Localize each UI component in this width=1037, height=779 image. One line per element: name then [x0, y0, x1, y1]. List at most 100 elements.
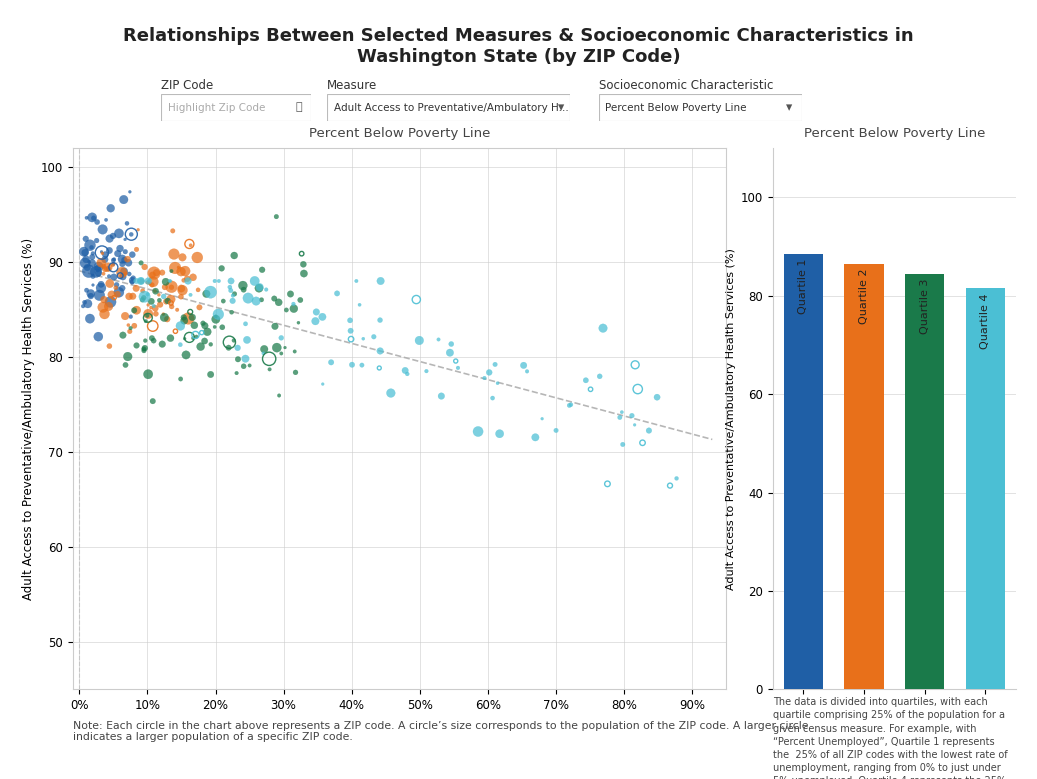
Point — [418, 365, 435, 377]
Point — [143, 332, 160, 344]
Point — [578, 374, 594, 386]
Point — [108, 281, 124, 294]
Point — [172, 338, 189, 351]
Point — [199, 326, 216, 338]
Point — [271, 390, 287, 402]
Point — [76, 245, 92, 258]
Point — [89, 262, 106, 274]
Point — [207, 310, 224, 323]
Point — [285, 298, 302, 310]
Point — [206, 275, 223, 287]
Title: Percent Below Poverty Line: Percent Below Poverty Line — [309, 127, 489, 140]
Point — [106, 291, 122, 304]
Point — [183, 239, 199, 252]
Point — [84, 257, 101, 270]
Point — [145, 334, 162, 347]
Point — [215, 294, 231, 307]
Point — [489, 377, 506, 390]
Point — [156, 311, 172, 323]
Point — [223, 284, 240, 297]
Point — [158, 295, 174, 308]
Point — [408, 294, 424, 306]
Point — [173, 282, 190, 294]
Point — [122, 311, 139, 323]
Point — [492, 428, 508, 440]
Point — [177, 349, 194, 361]
Text: Socioeconomic Characteristic: Socioeconomic Characteristic — [599, 79, 774, 92]
Point — [223, 306, 240, 319]
Point — [627, 358, 644, 371]
Point — [102, 340, 118, 352]
Point — [90, 267, 107, 280]
Point — [256, 343, 273, 355]
Point — [167, 325, 184, 337]
Point — [635, 436, 651, 449]
Point — [118, 217, 135, 230]
Point — [629, 382, 646, 395]
Point — [93, 245, 110, 258]
Point — [163, 265, 179, 277]
Point — [83, 290, 100, 302]
Point — [95, 267, 112, 280]
Point — [100, 263, 116, 275]
Point — [83, 287, 100, 300]
Point — [615, 439, 632, 451]
Point — [144, 395, 161, 407]
Point — [134, 294, 150, 306]
Point — [117, 233, 134, 245]
Point — [343, 333, 360, 345]
Point — [224, 294, 241, 307]
Point — [194, 326, 211, 339]
Text: ▾: ▾ — [786, 101, 792, 114]
Point — [120, 319, 137, 331]
Point — [136, 291, 152, 303]
Point — [104, 288, 120, 301]
Point — [668, 472, 684, 485]
Point — [94, 247, 111, 259]
Text: ⌕: ⌕ — [296, 103, 303, 112]
Point — [143, 295, 160, 308]
Point — [130, 224, 146, 236]
Point — [127, 319, 143, 332]
Point — [290, 316, 307, 329]
Point — [591, 370, 608, 382]
Point — [94, 301, 111, 313]
Point — [117, 245, 134, 258]
Point — [114, 270, 131, 283]
Point — [282, 287, 299, 300]
Text: Note: Each circle in the chart above represents a ZIP code. A circle’s size corr: Note: Each circle in the chart above rep… — [73, 721, 808, 742]
Point — [623, 410, 640, 422]
Point — [430, 333, 447, 346]
Point — [85, 212, 102, 224]
Point — [165, 224, 181, 237]
Point — [207, 313, 224, 326]
Point — [137, 342, 153, 354]
Point — [112, 270, 129, 282]
Point — [267, 320, 283, 333]
Point — [153, 338, 170, 351]
Point — [258, 284, 275, 296]
Point — [166, 248, 183, 260]
Point — [140, 298, 157, 311]
Point — [176, 333, 193, 345]
Point — [268, 210, 284, 223]
FancyBboxPatch shape — [599, 94, 802, 121]
Point — [82, 239, 99, 252]
Point — [77, 246, 93, 259]
Point — [278, 304, 295, 316]
Point — [89, 216, 106, 228]
Point — [90, 260, 107, 273]
Point — [163, 280, 179, 293]
Point — [77, 296, 93, 308]
Point — [96, 308, 113, 320]
Point — [124, 272, 141, 284]
Point — [195, 317, 212, 330]
Point — [106, 271, 122, 284]
Point — [140, 308, 157, 320]
Point — [102, 277, 118, 290]
Point — [228, 367, 245, 379]
Point — [137, 334, 153, 347]
Point — [561, 399, 578, 411]
Point — [123, 276, 140, 288]
Point — [355, 333, 371, 345]
